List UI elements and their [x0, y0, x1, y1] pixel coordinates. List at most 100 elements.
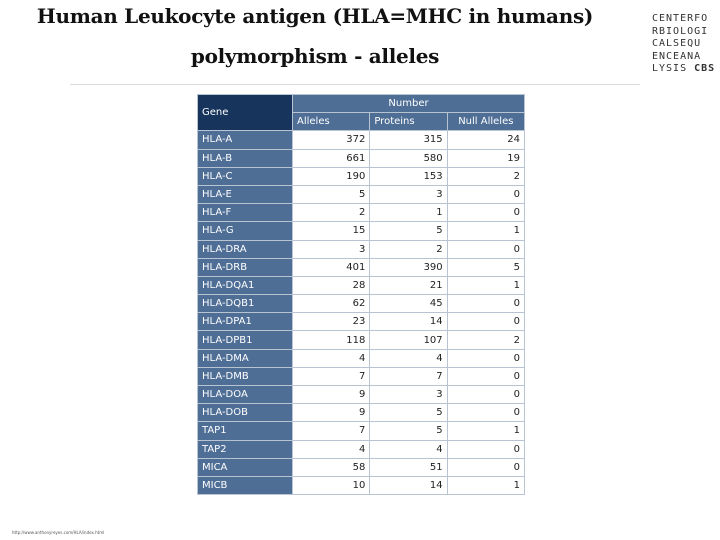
slide-title-line2: polymorphism - alleles: [190, 44, 440, 68]
alleles-cell: 2: [291, 203, 371, 223]
null-alleles-cell: 1: [446, 275, 526, 296]
proteins-column-header: Proteins: [369, 112, 448, 132]
gene-cell: MICA: [197, 457, 293, 477]
gene-cell: TAP2: [197, 439, 293, 459]
null-alleles-cell: 0: [446, 384, 526, 405]
null-alleles-cell: 0: [446, 439, 526, 459]
null-alleles-cell: 2: [446, 166, 526, 186]
gene-cell: HLA-DOA: [197, 384, 293, 405]
null-alleles-cell: 5: [446, 257, 526, 277]
number-group-header: Number: [292, 93, 525, 114]
table-row: HLA-E 5 3 0: [197, 184, 526, 205]
null-alleles-cell: 0: [446, 366, 526, 387]
proteins-cell: 45: [369, 294, 448, 314]
table-row: HLA-DRB 401 390 5: [197, 257, 526, 277]
table-row: MICA 58 51 0: [197, 457, 526, 477]
alleles-cell: 15: [291, 221, 371, 241]
alleles-cell: 9: [291, 403, 371, 423]
alleles-cell: 23: [291, 312, 371, 332]
logo-line: CENTERFO: [652, 13, 709, 24]
table-row: HLA-DMB 7 7 0: [197, 366, 526, 387]
proteins-cell: 5: [369, 403, 448, 423]
gene-cell: HLA-G: [197, 221, 293, 241]
null-alleles-cell: 0: [446, 203, 526, 223]
alleles-cell: 62: [291, 294, 371, 314]
gene-cell: HLA-DQB1: [197, 294, 293, 314]
table-row: HLA-DQA1 28 21 1: [197, 275, 526, 296]
proteins-cell: 153: [369, 166, 448, 186]
table-row: TAP2 4 4 0: [197, 439, 526, 459]
proteins-cell: 580: [369, 148, 448, 168]
null-alleles-cell: 0: [446, 403, 526, 423]
hla-alleles-table: Gene Number Alleles Proteins Null Allele…: [197, 93, 526, 496]
null-alleles-cell: 0: [446, 312, 526, 332]
alleles-cell: 28: [291, 275, 371, 296]
table-row: TAP1 7 5 1: [197, 421, 526, 441]
table-row: HLA-DOA 9 3 0: [197, 384, 526, 405]
alleles-cell: 661: [291, 148, 371, 168]
table-row: HLA-DRA 3 2 0: [197, 239, 526, 259]
proteins-cell: 4: [369, 348, 448, 368]
table-row: MICB 10 14 1: [197, 475, 526, 496]
proteins-cell: 7: [369, 366, 448, 387]
table-body: HLA-A 372 315 24 HLA-B 661 580 19 HLA-C 190 153 2 HL…: [197, 130, 526, 496]
null-alleles-cell: 19: [446, 148, 526, 168]
gene-cell: HLA-DMA: [197, 348, 293, 368]
cbs-logo: CENTERFO RBIOLOGI CALSEQU ENCEANA LYSIS …: [652, 13, 715, 76]
proteins-cell: 107: [369, 330, 448, 350]
proteins-cell: 4: [369, 439, 448, 459]
alleles-cell: 10: [291, 475, 371, 496]
table-row: HLA-DMA 4 4 0: [197, 348, 526, 368]
table-row: HLA-DPA1 23 14 0: [197, 312, 526, 332]
null-alleles-column-header: Null Alleles: [446, 112, 526, 132]
gene-cell: HLA-B: [197, 148, 293, 168]
table-row: HLA-G 15 5 1: [197, 221, 526, 241]
source-url: http://www.anthonyreyes.com/HLA/index.ht…: [12, 530, 105, 535]
table-row: HLA-C 190 153 2: [197, 166, 526, 186]
proteins-cell: 21: [369, 275, 448, 296]
proteins-cell: 2: [369, 239, 448, 259]
table-row: HLA-DOB 9 5 0: [197, 403, 526, 423]
slide-title-line1: Human Leukocyte antigen (HLA=MHC in huma…: [36, 4, 594, 28]
title-divider: [70, 84, 640, 85]
null-alleles-cell: 2: [446, 330, 526, 350]
alleles-cell: 372: [291, 130, 371, 150]
alleles-cell: 5: [291, 184, 371, 205]
gene-cell: TAP1: [197, 421, 293, 441]
null-alleles-cell: 0: [446, 239, 526, 259]
table-row: HLA-DPB1 118 107 2: [197, 330, 526, 350]
gene-cell: HLA-DRB: [197, 257, 293, 277]
table-row: HLA-F 2 1 0: [197, 203, 526, 223]
gene-cell: HLA-F: [197, 203, 293, 223]
null-alleles-cell: 1: [446, 475, 526, 496]
proteins-cell: 5: [369, 221, 448, 241]
proteins-cell: 390: [369, 257, 448, 277]
alleles-cell: 58: [291, 457, 371, 477]
alleles-cell: 9: [291, 384, 371, 405]
alleles-cell: 190: [291, 166, 371, 186]
proteins-cell: 1: [369, 203, 448, 223]
null-alleles-cell: 0: [446, 294, 526, 314]
proteins-cell: 3: [369, 384, 448, 405]
gene-cell: HLA-DPA1: [197, 312, 293, 332]
null-alleles-cell: 0: [446, 184, 526, 205]
alleles-cell: 401: [291, 257, 371, 277]
alleles-cell: 4: [291, 439, 371, 459]
null-alleles-cell: 0: [446, 348, 526, 368]
proteins-cell: 14: [369, 475, 448, 496]
alleles-cell: 7: [291, 366, 371, 387]
proteins-cell: 51: [369, 457, 448, 477]
gene-cell: MICB: [197, 475, 293, 496]
proteins-cell: 14: [369, 312, 448, 332]
null-alleles-cell: 24: [446, 130, 526, 150]
gene-cell: HLA-DRA: [197, 239, 293, 259]
logo-line: CALSEQU: [652, 38, 702, 49]
table-row: HLA-A 372 315 24: [197, 130, 526, 150]
gene-cell: HLA-DMB: [197, 366, 293, 387]
logo-highlight: CBS: [694, 63, 716, 74]
alleles-cell: 7: [291, 421, 371, 441]
gene-cell: HLA-DOB: [197, 403, 293, 423]
alleles-column-header: Alleles: [291, 112, 371, 132]
gene-cell: HLA-A: [197, 130, 293, 150]
alleles-cell: 3: [291, 239, 371, 259]
